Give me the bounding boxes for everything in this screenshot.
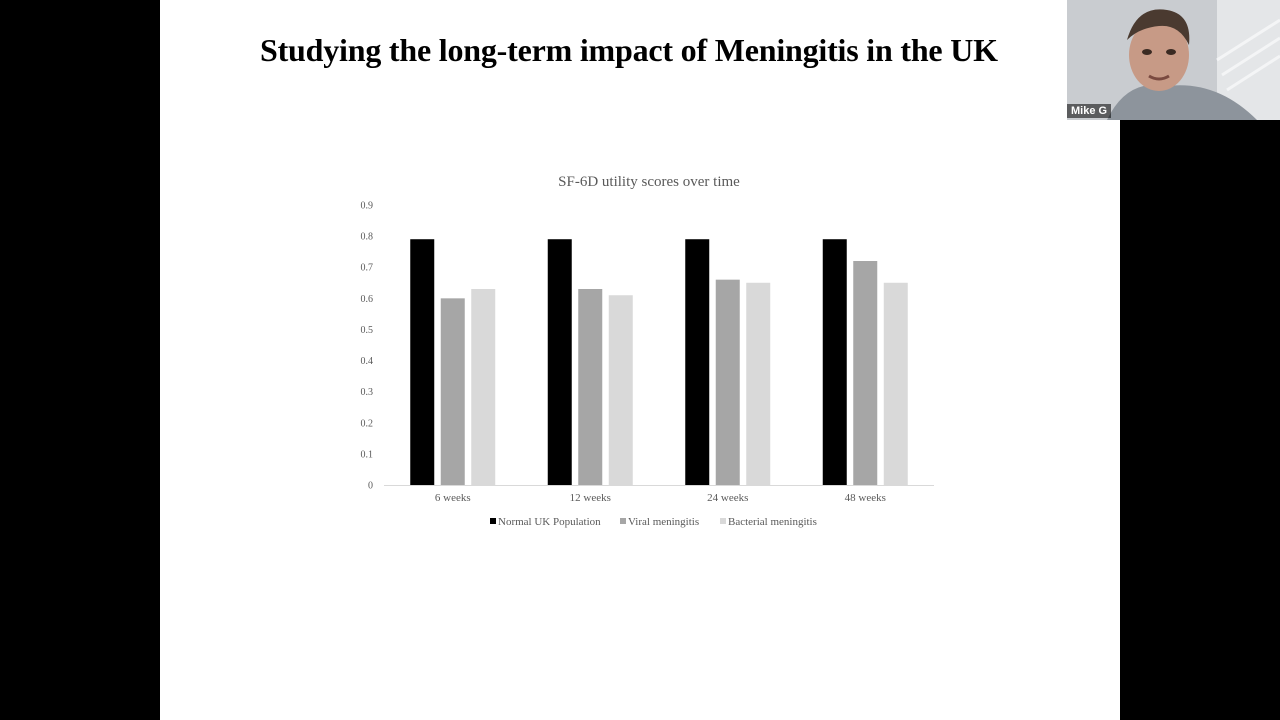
- x-tick-label: 48 weeks: [845, 492, 886, 504]
- slide-title: Studying the long-term impact of Meningi…: [260, 32, 998, 68]
- bar: [853, 261, 878, 485]
- y-tick-label: 0.8: [361, 232, 374, 243]
- bar: [410, 239, 435, 485]
- legend-swatch: [720, 518, 726, 524]
- legend-swatch: [490, 518, 496, 524]
- x-tick-label: 24 weeks: [707, 492, 748, 504]
- y-tick-label: 0.3: [361, 387, 374, 398]
- chart-title: SF-6D utility scores over time: [558, 174, 740, 190]
- y-tick-label: 0: [368, 481, 373, 492]
- bar: [685, 239, 710, 485]
- person-video-icon: [1067, 0, 1280, 120]
- legend-label: Viral meningitis: [628, 516, 699, 528]
- bar: [715, 279, 740, 485]
- bar: [822, 239, 847, 485]
- bar: [746, 282, 771, 485]
- y-tick-label: 0.1: [361, 449, 374, 460]
- bar: [883, 282, 908, 485]
- bar: [578, 289, 603, 485]
- x-tick-label: 12 weeks: [570, 492, 611, 504]
- y-tick-label: 0.7: [361, 263, 374, 274]
- bar: [547, 239, 572, 485]
- participant-video-tile[interactable]: Mike G: [1067, 0, 1280, 120]
- bar: [608, 295, 633, 485]
- bar: [440, 298, 465, 485]
- legend-swatch: [620, 518, 626, 524]
- y-tick-label: 0.4: [361, 356, 374, 367]
- legend-label: Bacterial meningitis: [728, 516, 817, 528]
- bar-chart: SF-6D utility scores over time 0 0.1 0.2 0.3…: [361, 174, 934, 528]
- legend-label: Normal UK Population: [498, 516, 601, 528]
- x-tick-label: 6 weeks: [435, 492, 471, 504]
- y-tick-label: 0.2: [361, 418, 374, 429]
- bar: [471, 289, 496, 485]
- participant-name-label: Mike G: [1067, 104, 1112, 118]
- y-tick-label: 0.6: [361, 294, 374, 305]
- presentation-slide: Studying the long-term impact of Meningi…: [160, 0, 1120, 720]
- y-tick-label: 0.5: [361, 325, 374, 336]
- y-tick-label: 0.9: [361, 201, 374, 212]
